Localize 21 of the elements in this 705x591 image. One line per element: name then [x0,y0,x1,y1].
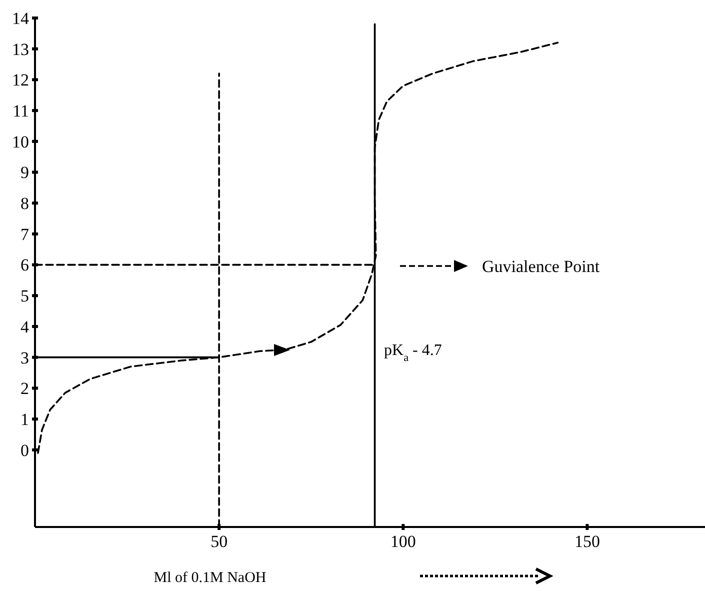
annotation: pK$_{a}$ - 4.7 [384,342,442,364]
y-tick-label: 8 [20,194,29,214]
x-tick-label: 50 [210,532,228,551]
y-tick-label: 6 [20,256,29,275]
y-tick-label: 0 [20,440,29,460]
x-tick-label: 100 [390,532,416,551]
y-tick-label: 13 [12,40,29,59]
y-tick-label: 4 [20,317,30,336]
y-tick-label: 1 [20,410,29,429]
y-tick-label: 7 [20,224,30,244]
y-tick-label: 3 [20,348,29,368]
y-tick-label: 10 [12,132,29,152]
y-tick-label: 11 [12,101,29,120]
annotation: Guvialence Point [482,257,600,276]
x-tick-label: 150 [574,532,600,551]
y-tick-label: 2 [20,379,29,398]
y-tick-label: 14 [12,8,30,28]
y-tick-label: 5 [20,286,29,306]
x-axis-title: Ml of 0.1M NaOH [154,570,266,586]
y-tick-label: 12 [12,70,29,90]
y-tick-label: 9 [20,163,29,182]
